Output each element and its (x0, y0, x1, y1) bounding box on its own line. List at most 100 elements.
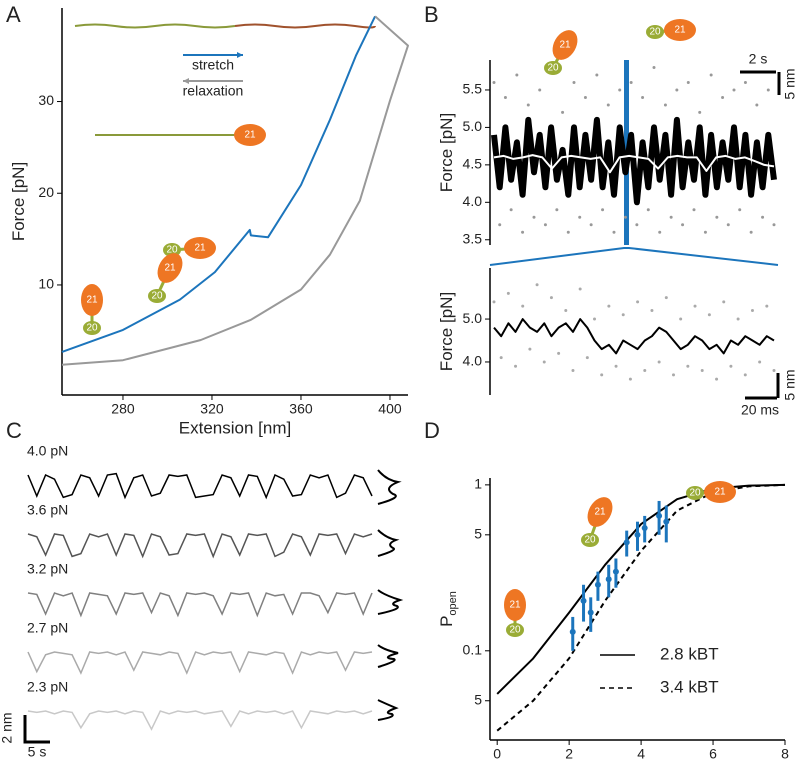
data-dot (650, 308, 654, 312)
data-dot (557, 351, 561, 355)
data-dot (607, 304, 611, 308)
y-tick-label: 5 (474, 691, 482, 707)
icon-label: 20 (584, 535, 596, 546)
legend-label: relaxation (183, 83, 244, 99)
legend-arrow-head (237, 52, 243, 58)
icon-domain (646, 25, 664, 39)
panel-label: A (6, 2, 21, 27)
y-tick-label: 20 (38, 184, 54, 200)
x-tick-label: 400 (378, 401, 402, 417)
data-dot (772, 369, 776, 373)
y-tick-label: 5.0 (463, 310, 483, 326)
icon-label: 21 (194, 243, 206, 254)
data-dot (686, 80, 690, 84)
y-tick-label: 4.5 (463, 156, 483, 172)
data-dot (628, 377, 632, 381)
icon-label: 21 (674, 25, 686, 36)
y-tick-label: 0.1 (463, 641, 483, 657)
data-dot (750, 308, 754, 312)
legend-label: stretch (192, 57, 234, 73)
histogram (377, 699, 399, 721)
trace-label: 3.6 pN (27, 502, 68, 518)
trace (27, 533, 373, 559)
icon-label: 21 (164, 263, 176, 274)
y-axis-label: Force [pN] (9, 162, 28, 241)
data-dot (743, 373, 747, 377)
data-line (491, 116, 777, 206)
y-axis-label: Force [pN] (437, 292, 456, 371)
y-tick-label: 4.0 (463, 193, 483, 209)
data-dot (503, 95, 507, 99)
y-tick-label: 30 (38, 92, 54, 108)
x-tick-label: 4 (637, 746, 645, 762)
x-tick-label: 2 (565, 746, 573, 762)
data-dot (492, 300, 496, 304)
data-dot (636, 300, 640, 304)
icon-domain (157, 253, 183, 283)
data-dot (761, 215, 765, 219)
data-dot (601, 208, 605, 212)
data-dot (542, 360, 546, 364)
data-dot (521, 230, 525, 234)
data-dot (766, 88, 770, 92)
data-dot (528, 347, 532, 351)
data-dot (629, 80, 633, 84)
y-tick-label: 5.0 (463, 118, 483, 134)
icon-label: 21 (714, 487, 726, 498)
data-dot (606, 103, 610, 107)
trace (27, 710, 373, 731)
data-dot (709, 73, 713, 77)
icon-label: 20 (151, 291, 163, 302)
data-dot (671, 373, 675, 377)
scale-bar-label: 2 s (749, 51, 768, 67)
icon-domain (581, 533, 599, 547)
data-dot (521, 304, 525, 308)
data-point (663, 518, 670, 525)
data-dot (515, 73, 519, 77)
x-axis-label: Extension [nm] (179, 418, 291, 437)
data-dot (658, 230, 662, 234)
data-line (496, 483, 786, 695)
zoom-lines (489, 247, 779, 266)
scale-bar-label: 5 nm (782, 369, 798, 400)
data-dot (758, 360, 762, 364)
scale-bar-label: 5 s (28, 744, 47, 760)
data-dot (595, 73, 599, 77)
y-tick-label: 1 (474, 476, 482, 492)
data-dot (578, 287, 582, 291)
legend-label: 2.8 kBT (660, 644, 719, 663)
data-dot (703, 230, 707, 234)
y-tick-label: 5.5 (463, 81, 483, 97)
data-dot (593, 317, 597, 321)
data-point (569, 628, 576, 635)
data-dot (555, 208, 559, 212)
trace-label: 2.7 pN (27, 620, 68, 636)
data-dot (561, 110, 565, 114)
data-line (61, 15, 409, 366)
data-dot (635, 223, 639, 227)
icon-label: 20 (86, 323, 98, 334)
data-dot (641, 95, 645, 99)
data-dot (506, 291, 510, 295)
data-dot (498, 223, 502, 227)
data-dot (543, 223, 547, 227)
scale-bar (23, 715, 50, 744)
data-dot (692, 208, 696, 212)
data-dot (535, 283, 539, 287)
data-dot (583, 95, 587, 99)
icon-label: 21 (559, 40, 571, 51)
trace (27, 472, 373, 500)
data-dot (492, 80, 496, 84)
data-dot (526, 103, 530, 107)
data-dot (755, 103, 759, 107)
icon-label: 20 (689, 488, 701, 499)
icon-label: 21 (244, 130, 256, 141)
data-dot (614, 364, 618, 368)
data-line (61, 15, 376, 353)
icon-label: 20 (166, 245, 178, 256)
legend-label: 3.4 kBT (660, 677, 719, 696)
y-axis-label-text: P (437, 616, 456, 627)
data-dot (772, 223, 776, 227)
data-dot (736, 317, 740, 321)
